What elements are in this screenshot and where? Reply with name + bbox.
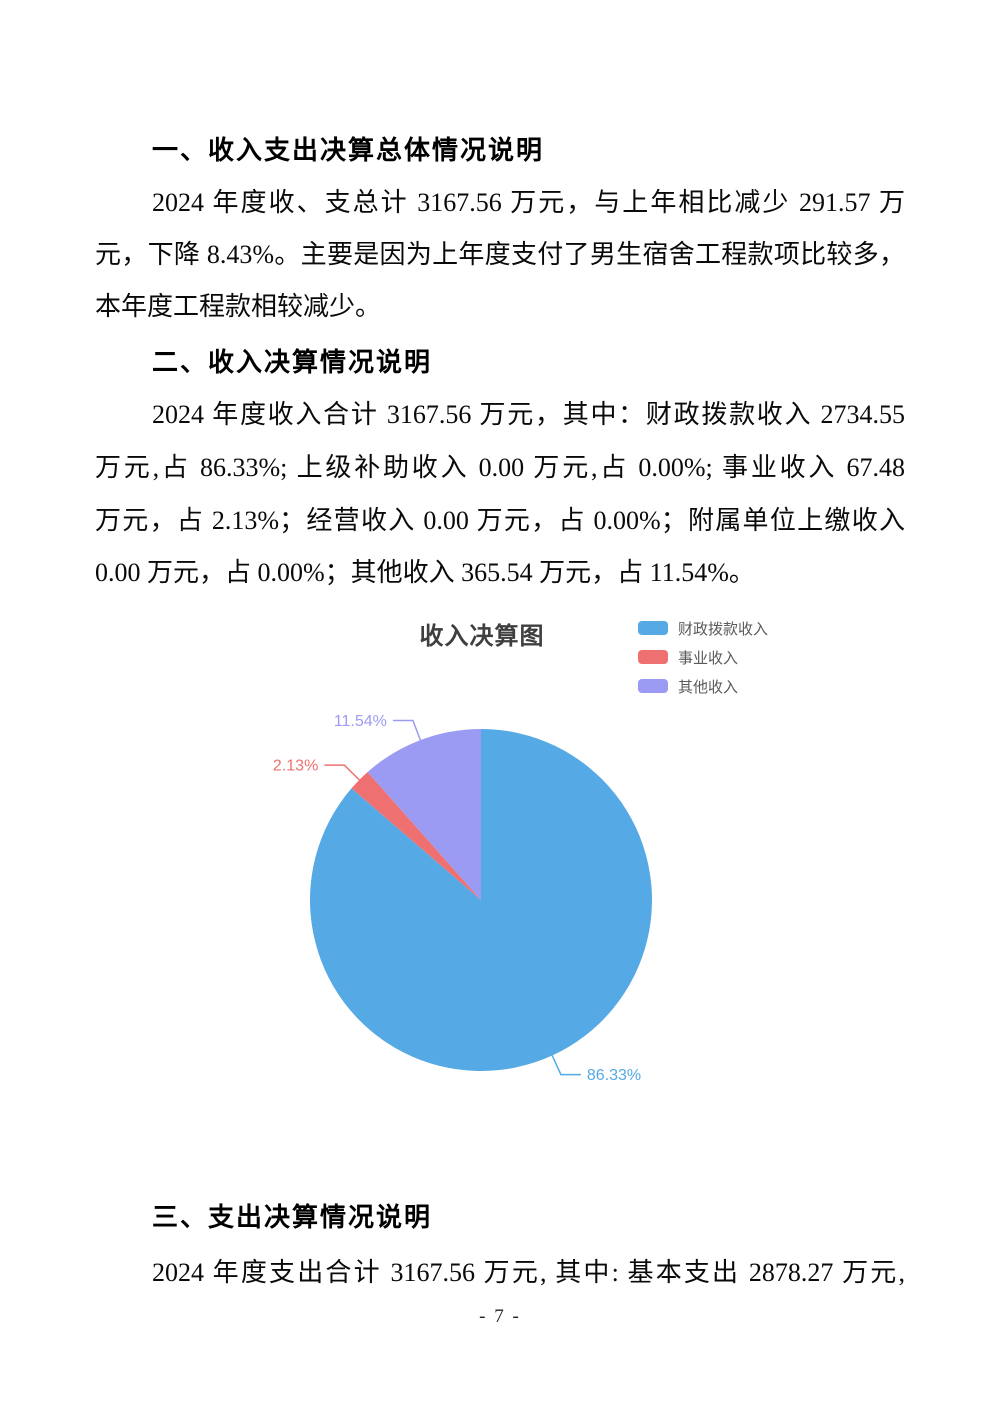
pie-percent-label: 11.54% <box>334 713 387 730</box>
body-line: 万元，占 2.13%；经营收入 0.00 万元，占 0.00%；附属单位上缴收入 <box>95 506 905 535</box>
pie-label-leader-line <box>392 719 422 741</box>
chart-title: 收入决算图 <box>419 623 545 650</box>
legend-swatch-icon <box>638 650 668 664</box>
body-line: 2024 年度支出合计 3167.56 万元, 其中: 基本支出 2878.27… <box>152 1258 905 1287</box>
pie-percent-label: 2.13% <box>273 758 318 775</box>
pie-percent-label: 86.33% <box>587 1067 641 1084</box>
pie-slice-0[interactable] <box>309 729 652 1071</box>
pie-slice-1[interactable] <box>351 772 481 900</box>
legend-item-other[interactable]: 其他收入 <box>638 679 768 696</box>
section-heading-1: 一、收入支出决算总体情况说明 <box>152 135 545 165</box>
legend-swatch-icon <box>638 679 668 693</box>
body-line: 本年度工程款相较减少。 <box>95 292 382 321</box>
body-line: 2024 年度收、支总计 3167.56 万元，与上年相比减少 291.57 万 <box>152 188 905 217</box>
legend-label: 财政拨款收入 <box>678 620 769 638</box>
legend-item-business[interactable]: 事业收入 <box>638 650 768 667</box>
body-line: 2024 年度收入合计 3167.56 万元，其中：财政拨款收入 2734.55 <box>152 400 905 429</box>
legend-item-fiscal[interactable]: 财政拨款收入 <box>638 621 768 638</box>
pie-chart-canvas: 86.33% 2.13% 11.54% <box>273 713 652 1084</box>
section-heading-3: 三、支出决算情况说明 <box>152 1202 433 1232</box>
pie-slice-2[interactable] <box>367 729 481 900</box>
legend-swatch-icon <box>638 621 668 635</box>
body-line: 0.00 万元，占 0.00%；其他收入 365.54 万元，占 11.54%。 <box>95 558 755 587</box>
body-line: 元，下降 8.43%。主要是因为上年度支付了男生宿舍工程款项比较多， <box>95 240 905 269</box>
chart-legend: 财政拨款收入 事业收入 其他收入 <box>638 621 768 708</box>
legend-label: 其他收入 <box>678 678 739 696</box>
pie-label-leader-line <box>324 764 360 781</box>
section-heading-2: 二、收入决算情况说明 <box>152 347 433 377</box>
legend-label: 事业收入 <box>678 649 739 667</box>
pie-label-leader-line <box>551 1055 581 1076</box>
body-line: 万元,占 86.33%; 上级补助收入 0.00 万元,占 0.00%; 事业收… <box>95 453 905 482</box>
page-number: - 7 - <box>479 1306 521 1327</box>
